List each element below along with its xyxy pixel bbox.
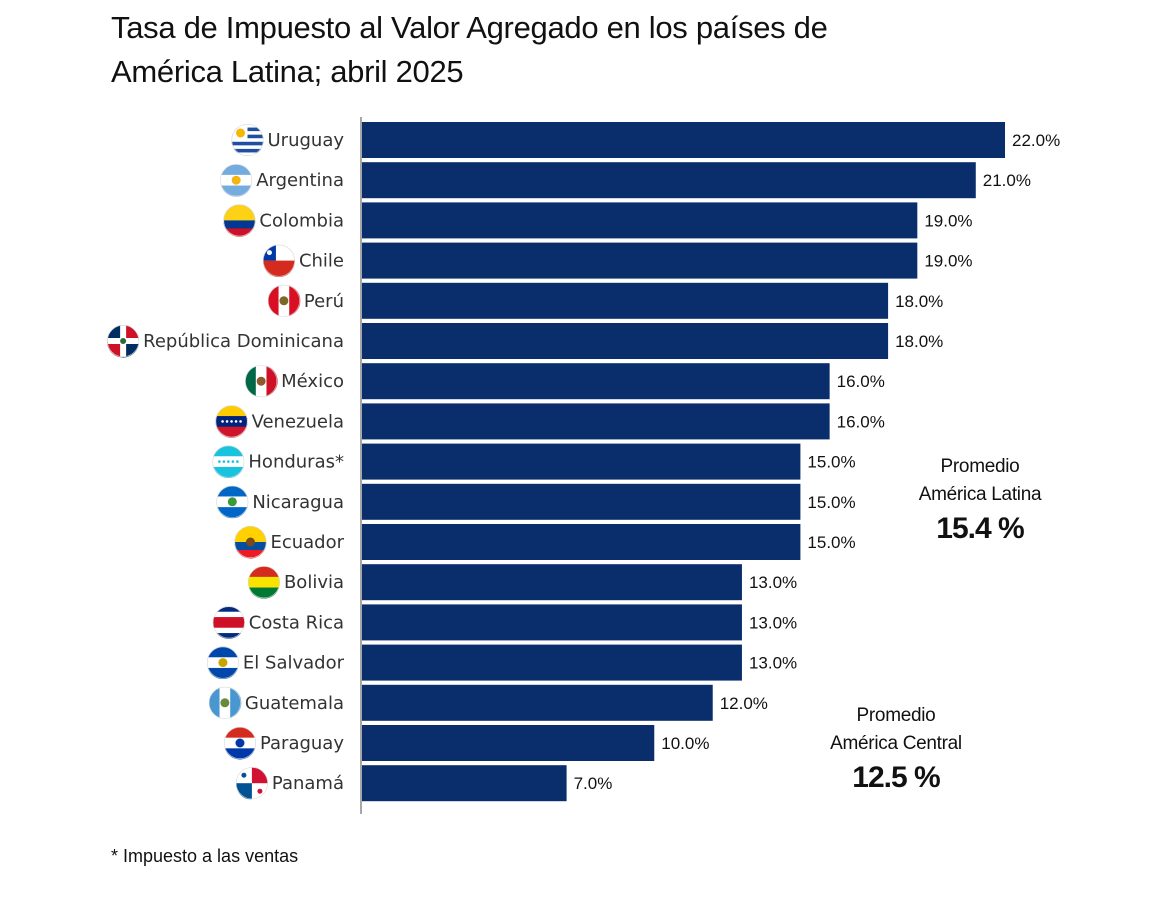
value-label: 19.0% [924, 211, 972, 230]
footnote: * Impuesto a las ventas [111, 846, 299, 866]
average-latin-america-value: 15.4 % [936, 512, 1024, 545]
category-label: México [281, 371, 344, 392]
chart-title-line-2: América Latina; abril 2025 [111, 54, 464, 89]
category-label: Costa Rica [249, 612, 344, 633]
bar [362, 483, 801, 520]
bar [362, 765, 567, 802]
honduras-flag-icon [212, 445, 245, 479]
category-label: Ecuador [270, 532, 344, 553]
bar [362, 122, 1005, 158]
category-label: Uruguay [268, 130, 345, 151]
venezuela-flag-icon [215, 405, 248, 438]
value-label: 13.0% [749, 613, 797, 632]
bar [362, 403, 830, 440]
category-label: El Salvador [243, 653, 345, 674]
bolivia-flag-icon [247, 566, 280, 599]
el-salvador-flag-icon [206, 646, 239, 680]
category-label: Panamá [272, 773, 344, 794]
average-latin-america-label-1: Promedio [940, 456, 1020, 477]
average-latin-america: Promedio América Latina 15.4 % [880, 453, 1080, 549]
value-label: 13.0% [749, 573, 797, 592]
bar [362, 282, 889, 319]
bar [362, 323, 889, 359]
guatemala-flag-icon [208, 686, 242, 719]
value-label: 12.0% [720, 694, 768, 713]
mexico-flag-icon [245, 365, 278, 398]
bar [362, 684, 713, 721]
argentina-flag-icon [220, 164, 253, 197]
category-label: Venezuela [252, 411, 344, 432]
uruguay-flag-icon [231, 124, 264, 157]
average-central-america-value: 12.5 % [852, 761, 940, 794]
bar [362, 564, 742, 601]
chart-title: Tasa de Impuesto al Valor Agregado en lo… [111, 6, 1011, 94]
bar [362, 644, 742, 681]
bar [362, 524, 801, 560]
value-label: 21.0% [983, 171, 1031, 190]
average-central-america-label-1: Promedio [856, 705, 936, 726]
category-label: Nicaragua [252, 492, 344, 513]
bar [362, 604, 742, 641]
nicaragua-flag-icon [216, 485, 249, 519]
average-latin-america-label-2: América Latina [918, 484, 1042, 505]
value-label: 15.0% [807, 533, 855, 552]
peru-flag-icon [267, 284, 301, 317]
value-label: 10.0% [661, 734, 709, 753]
dominican-republic-flag-icon [107, 324, 140, 358]
chile-flag-icon [262, 244, 295, 278]
chart-title-line-1: Tasa de Impuesto al Valor Agregado en lo… [111, 10, 828, 45]
category-label: Honduras* [248, 452, 344, 473]
value-label: 18.0% [895, 332, 943, 351]
category-label: Perú [304, 291, 344, 312]
costa-rica-flag-icon [212, 606, 245, 639]
ecuador-flag-icon [234, 525, 267, 559]
value-label: 15.0% [807, 493, 855, 512]
panama-flag-icon [235, 767, 268, 800]
value-label: 18.0% [895, 292, 943, 311]
value-label: 19.0% [924, 252, 972, 271]
value-label: 16.0% [837, 412, 885, 431]
value-label: 22.0% [1012, 131, 1060, 150]
bar [362, 202, 918, 239]
bar [362, 725, 655, 761]
colombia-flag-icon [223, 204, 256, 237]
average-central-america: Promedio América Central 12.5 % [796, 702, 996, 798]
value-label: 15.0% [807, 453, 855, 472]
bar [362, 242, 918, 279]
value-label: 16.0% [837, 372, 885, 391]
bar [362, 363, 830, 400]
value-label: 7.0% [574, 774, 613, 793]
category-label: Paraguay [260, 733, 344, 754]
bar [362, 443, 801, 480]
category-label: Chile [299, 251, 344, 272]
category-label: Argentina [256, 170, 344, 191]
paraguay-flag-icon [223, 726, 256, 760]
category-label: Bolivia [284, 572, 344, 593]
category-label: Colombia [259, 210, 344, 231]
category-label: Guatemala [245, 693, 344, 714]
value-label: 13.0% [749, 654, 797, 673]
category-label: República Dominicana [143, 331, 344, 352]
average-central-america-label-2: América Central [830, 733, 962, 754]
bar [362, 162, 976, 199]
